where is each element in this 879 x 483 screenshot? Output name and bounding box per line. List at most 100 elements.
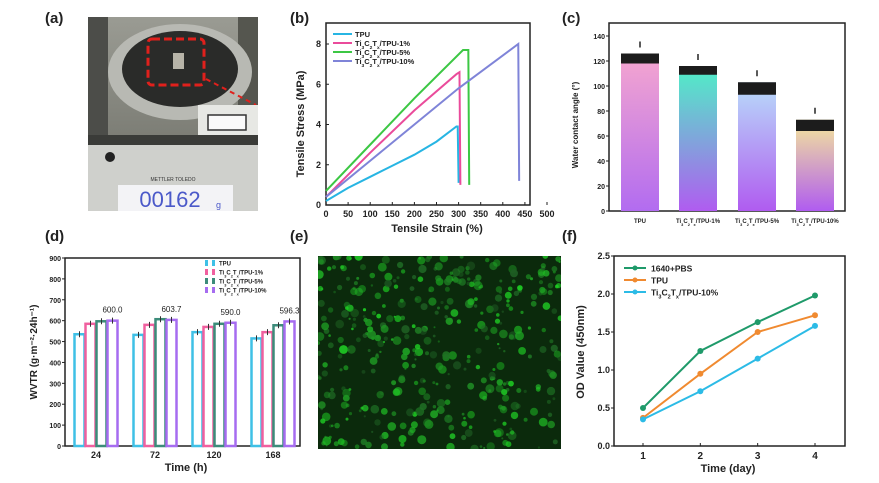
chart-b-xtick-label: 250 (429, 209, 444, 219)
cell-dot (351, 323, 357, 328)
cell-dot (384, 279, 392, 288)
chart-d-legend-swatch (205, 287, 208, 293)
cell-dot (393, 284, 399, 289)
cell-dot (502, 421, 507, 426)
chart-b-xtick-label: 500 (539, 209, 554, 219)
chart-c-ytick-label: 40 (597, 159, 605, 166)
cell-dot (501, 437, 504, 440)
cell-dot (417, 276, 424, 282)
chart-b-series-line (325, 42, 521, 198)
cell-dot (363, 415, 366, 418)
cell-dot (549, 371, 557, 379)
cell-dot (328, 334, 331, 337)
cell-dot (360, 264, 366, 271)
cell-dot (400, 269, 406, 274)
cell-dot (356, 276, 360, 280)
cell-dot (374, 334, 382, 342)
cell-dot (433, 326, 436, 329)
cell-dot (367, 326, 374, 333)
cell-dot (351, 327, 354, 331)
chart-d-legend-swatch (212, 269, 215, 275)
cell-dot (362, 315, 366, 318)
cell-dot (409, 426, 416, 434)
cell-dot (496, 362, 505, 370)
chart-f-xlabel: Time (day) (701, 463, 756, 475)
chart-f-series-line (642, 314, 816, 419)
cell-dot (449, 271, 453, 275)
cell-dot (485, 257, 490, 263)
cell-dot (380, 324, 389, 333)
cell-dot (494, 318, 501, 324)
cell-dot (488, 371, 496, 379)
cell-dot (435, 382, 439, 386)
chart-d-value-annotation: 600.0 (102, 306, 123, 315)
chart-d-bar (213, 322, 226, 448)
chart-d-bar (224, 321, 237, 448)
cell-dot (327, 307, 334, 313)
chart-b-ylabel: Tensile Stress (MPa) (295, 70, 307, 177)
cell-dot (475, 347, 482, 354)
panel-label-b: (b) (290, 10, 310, 27)
cell-dot (497, 342, 500, 346)
cell-dot (485, 384, 495, 394)
cell-dot (537, 446, 540, 449)
chart-d-bar (272, 324, 285, 448)
cell-dot (556, 256, 560, 259)
chart-f-legend-label: TPU (651, 276, 668, 286)
cell-dot (475, 364, 481, 370)
panel-label-a: (a) (45, 10, 64, 27)
cell-dot (539, 346, 547, 353)
chart-d-ytick-label: 200 (49, 402, 61, 409)
chart-d-bar (283, 320, 296, 448)
cell-dot (505, 441, 512, 448)
chart-f-legend-marker (632, 289, 638, 295)
cell-dot (426, 400, 430, 404)
chart-b-xtick-label: 200 (407, 209, 422, 219)
cell-dot (428, 286, 435, 293)
cell-dot (371, 310, 377, 316)
cell-dot (466, 359, 471, 364)
chart-c-category-label: Ti3C2Tx/TPU-1% (676, 219, 721, 227)
cell-dot (392, 279, 397, 283)
chart-b-ytick-label: 0 (316, 200, 321, 210)
chart-c-bar-cap (679, 66, 717, 75)
cell-dot (439, 256, 448, 263)
cell-dot (350, 287, 358, 296)
chart-d-bar (132, 333, 145, 448)
panel-label-c: (c) (562, 10, 581, 27)
chart-tensile: Tensile Stress (MPa) Tensile Strain (%) … (295, 22, 555, 235)
cell-dot (498, 290, 502, 294)
chart-b-xtick-label: 450 (517, 209, 532, 219)
cell-dot (382, 340, 386, 344)
cell-dot (516, 388, 522, 393)
chart-d-category-label: 24 (91, 450, 101, 460)
chart-b-xtick-label: 50 (343, 209, 353, 219)
chart-f-xtick-label: 1 (640, 451, 646, 462)
cell-dot (371, 430, 374, 433)
chart-b-xtick-label: 300 (451, 209, 466, 219)
cell-dot (445, 384, 451, 390)
cell-dot (461, 434, 467, 441)
chart-b-ytick-label: 8 (316, 39, 321, 49)
cell-dot (483, 446, 486, 449)
chart-f-ytick-label: 1.0 (597, 365, 610, 375)
chart-b-xtick-label: 350 (473, 209, 488, 219)
cell-dot (418, 387, 426, 396)
cell-dot (350, 308, 359, 318)
cell-dot (367, 349, 371, 352)
chart-d-value-annotation: 603.7 (161, 305, 182, 314)
cell-dot (494, 428, 504, 438)
chart-d-legend-label: Ti3C2Tx/TPU-1% (219, 271, 264, 279)
cell-dot (430, 410, 439, 419)
cell-dots (318, 256, 561, 449)
cell-dot (552, 439, 558, 445)
chart-b-xtick-label: 100 (363, 209, 378, 219)
cell-dot (434, 262, 443, 271)
cell-dot (410, 421, 418, 429)
chart-f-legend-marker (632, 277, 638, 283)
chart-d-ytick-label: 0 (57, 444, 61, 451)
cell-dot (346, 256, 352, 261)
cell-dot (553, 350, 561, 358)
cell-dot (423, 418, 432, 427)
cell-dot (400, 315, 406, 321)
